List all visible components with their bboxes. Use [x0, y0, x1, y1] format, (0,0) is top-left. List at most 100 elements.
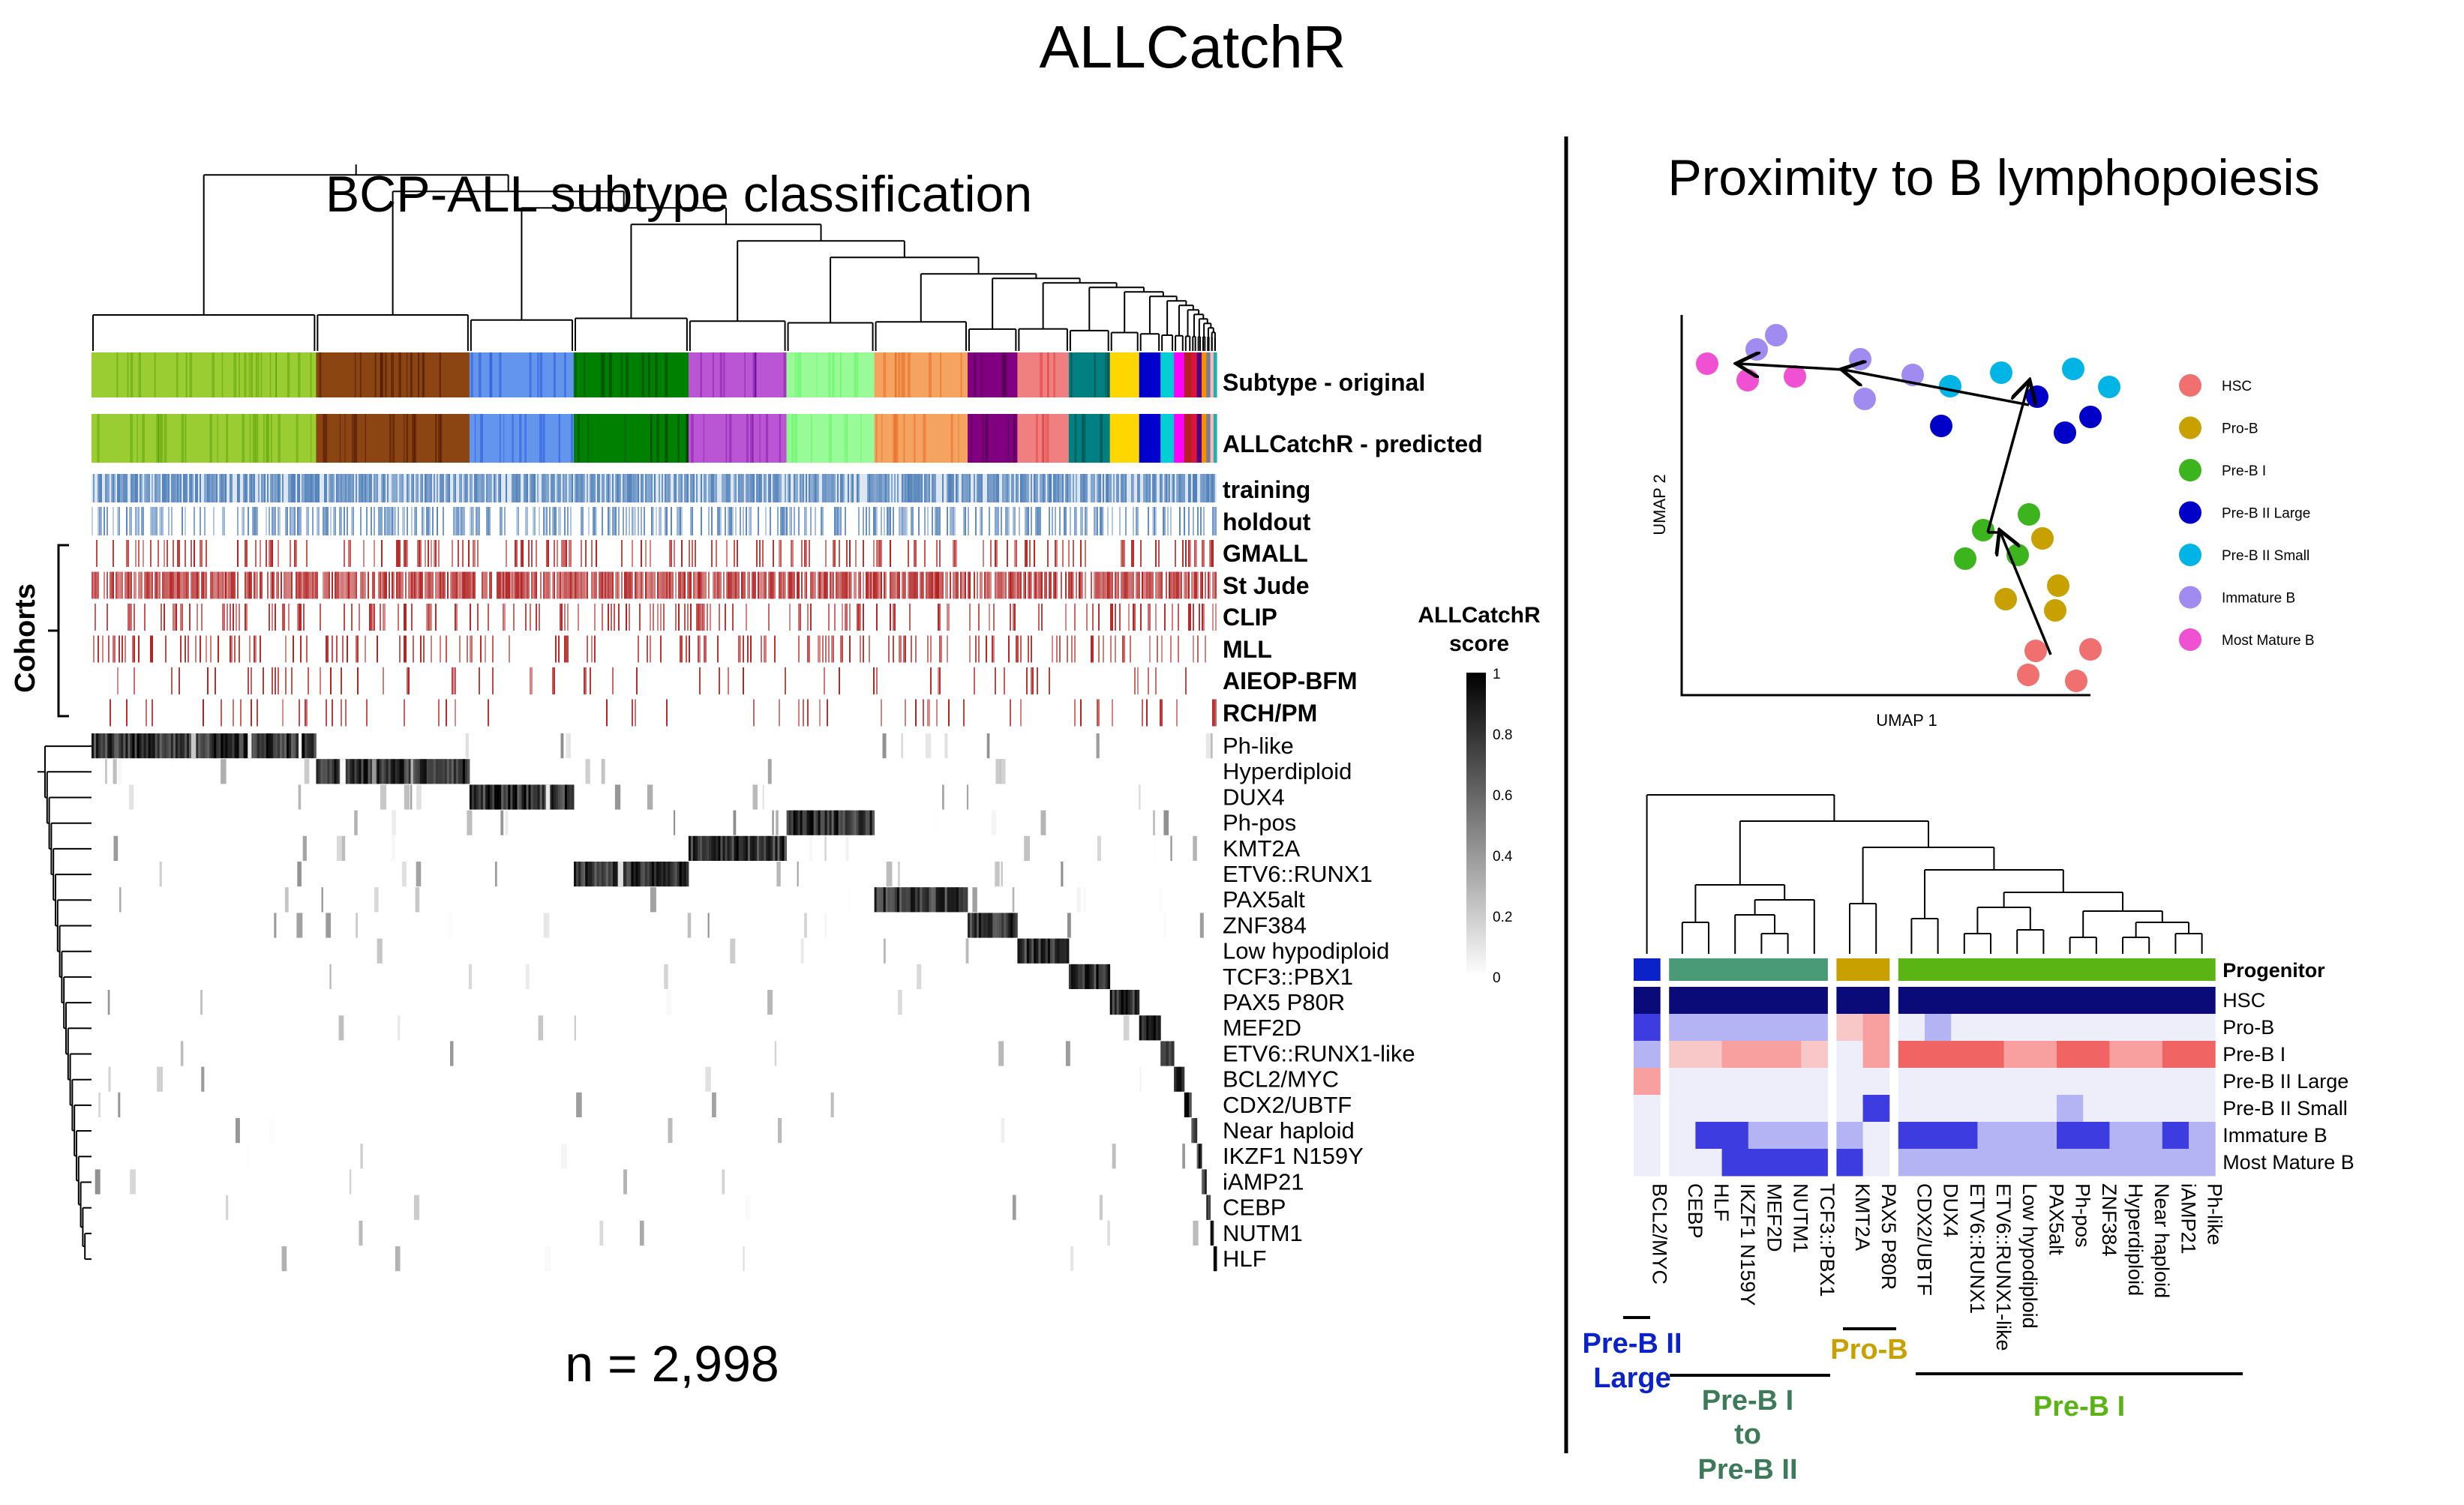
progenitor-column-label: Low hypodiploid [2018, 1183, 2041, 1329]
subtype-stripe [255, 352, 257, 397]
progenitor-heat-cell [1634, 987, 1661, 1015]
score-cell [962, 887, 966, 913]
cohort-sample [990, 540, 992, 567]
cohort-sample [182, 604, 183, 631]
cohort-sample [245, 540, 246, 567]
score-cell [125, 733, 128, 759]
score-cell [615, 862, 618, 887]
cohort-sample [269, 604, 270, 631]
progenitor-row-label: Pre-B II Small [2222, 1097, 2348, 1120]
score-offtarget [281, 1246, 287, 1272]
cohort-sample [299, 571, 300, 599]
holdout-sample [623, 507, 624, 535]
cohort-sample [218, 635, 219, 663]
score-cell [578, 862, 581, 887]
holdout-sample [545, 507, 546, 535]
cohort-sample [774, 571, 776, 599]
score-cell [379, 759, 383, 784]
cohort-sample [524, 571, 525, 599]
cohort-sample [164, 604, 165, 631]
cohort-sample [219, 571, 221, 599]
holdout-sample [426, 507, 428, 535]
score-offtarget [359, 1220, 363, 1246]
training-sample [306, 474, 308, 502]
cohort-sample [248, 571, 249, 599]
cohort-sample [222, 571, 224, 599]
holdout-sample [1119, 507, 1121, 535]
subtype-stripe [296, 414, 299, 463]
training-sample [360, 474, 362, 502]
training-sample [758, 474, 759, 502]
score-cell [329, 759, 332, 784]
cohort-sample [134, 667, 135, 694]
score-row-17 [95, 1169, 1207, 1195]
training-sample [173, 474, 174, 502]
cohort-sample [689, 571, 690, 599]
subtype-stripe [185, 414, 187, 463]
training-sample [998, 474, 999, 502]
subtype-row-label: PAX5 P80R [1223, 989, 1345, 1015]
cohort-sample [1152, 571, 1154, 599]
score-cell [442, 759, 446, 784]
cohort-sample [1122, 540, 1124, 567]
score-legend-title-line2: score [1449, 631, 1509, 656]
training-sample [513, 474, 515, 502]
cohort-sample [611, 571, 612, 599]
holdout-sample [390, 507, 392, 535]
training-sample [1109, 474, 1110, 502]
progenitor-heat-cell [2083, 987, 2110, 1015]
cohort-sample [1071, 635, 1073, 663]
progenitor-heat-cell [2189, 1014, 2216, 1042]
progenitor-column-label: IKZF1 N159Y [1736, 1183, 1759, 1306]
score-offtarget [1040, 810, 1046, 835]
cohort-sample [1194, 571, 1196, 599]
cohort-sample [813, 571, 815, 599]
score-cell [519, 784, 522, 810]
cohort-sample [125, 635, 126, 663]
score-cell [702, 835, 705, 861]
progenitor-column-label: PAX5 P80R [1877, 1183, 1900, 1290]
score-offtarget [113, 835, 119, 861]
cohort-sample [1004, 571, 1005, 599]
holdout-sample [428, 507, 429, 535]
cohort-sample [1028, 635, 1029, 663]
score-offtarget [883, 938, 886, 964]
cohort-sample [1193, 604, 1194, 631]
cohort-sample [1074, 699, 1076, 727]
cohort-sample [1131, 571, 1133, 599]
score-cell [867, 810, 871, 835]
holdout-sample [1203, 507, 1205, 535]
score-cell [203, 733, 206, 759]
cohort-sample [128, 540, 129, 567]
holdout-sample [866, 507, 867, 535]
progenitor-heat-cell [2057, 1041, 2084, 1069]
cohort-sample [1166, 571, 1167, 599]
score-cell [280, 733, 283, 759]
cohort-sample [135, 540, 137, 567]
score-cell [629, 862, 632, 887]
subtype-stripe [539, 414, 542, 463]
subtype-block [688, 352, 788, 397]
training-sample [471, 474, 473, 502]
training-sample [560, 474, 561, 502]
training-sample [489, 474, 491, 502]
cohort-sample [912, 571, 914, 599]
cohort-sample [114, 635, 116, 663]
cohort-sample [641, 571, 642, 599]
cohort-sample [1059, 635, 1061, 663]
cohort-sample [479, 667, 480, 694]
cohort-sample [860, 635, 861, 663]
training-sample [636, 474, 638, 502]
subtype-block [1109, 352, 1140, 397]
subtype-predicted-track [92, 414, 1217, 463]
cohort-sample [909, 604, 911, 631]
score-offtarget [191, 733, 197, 759]
progenitor-heat-cell [1801, 1041, 1828, 1069]
score-cell [663, 862, 666, 887]
holdout-sample [455, 507, 456, 535]
cohort-sample [492, 667, 494, 694]
cohort-sample [179, 540, 180, 567]
cohort-sample [233, 571, 234, 599]
subtype-stripe [950, 414, 953, 463]
cohort-sample [561, 540, 563, 567]
